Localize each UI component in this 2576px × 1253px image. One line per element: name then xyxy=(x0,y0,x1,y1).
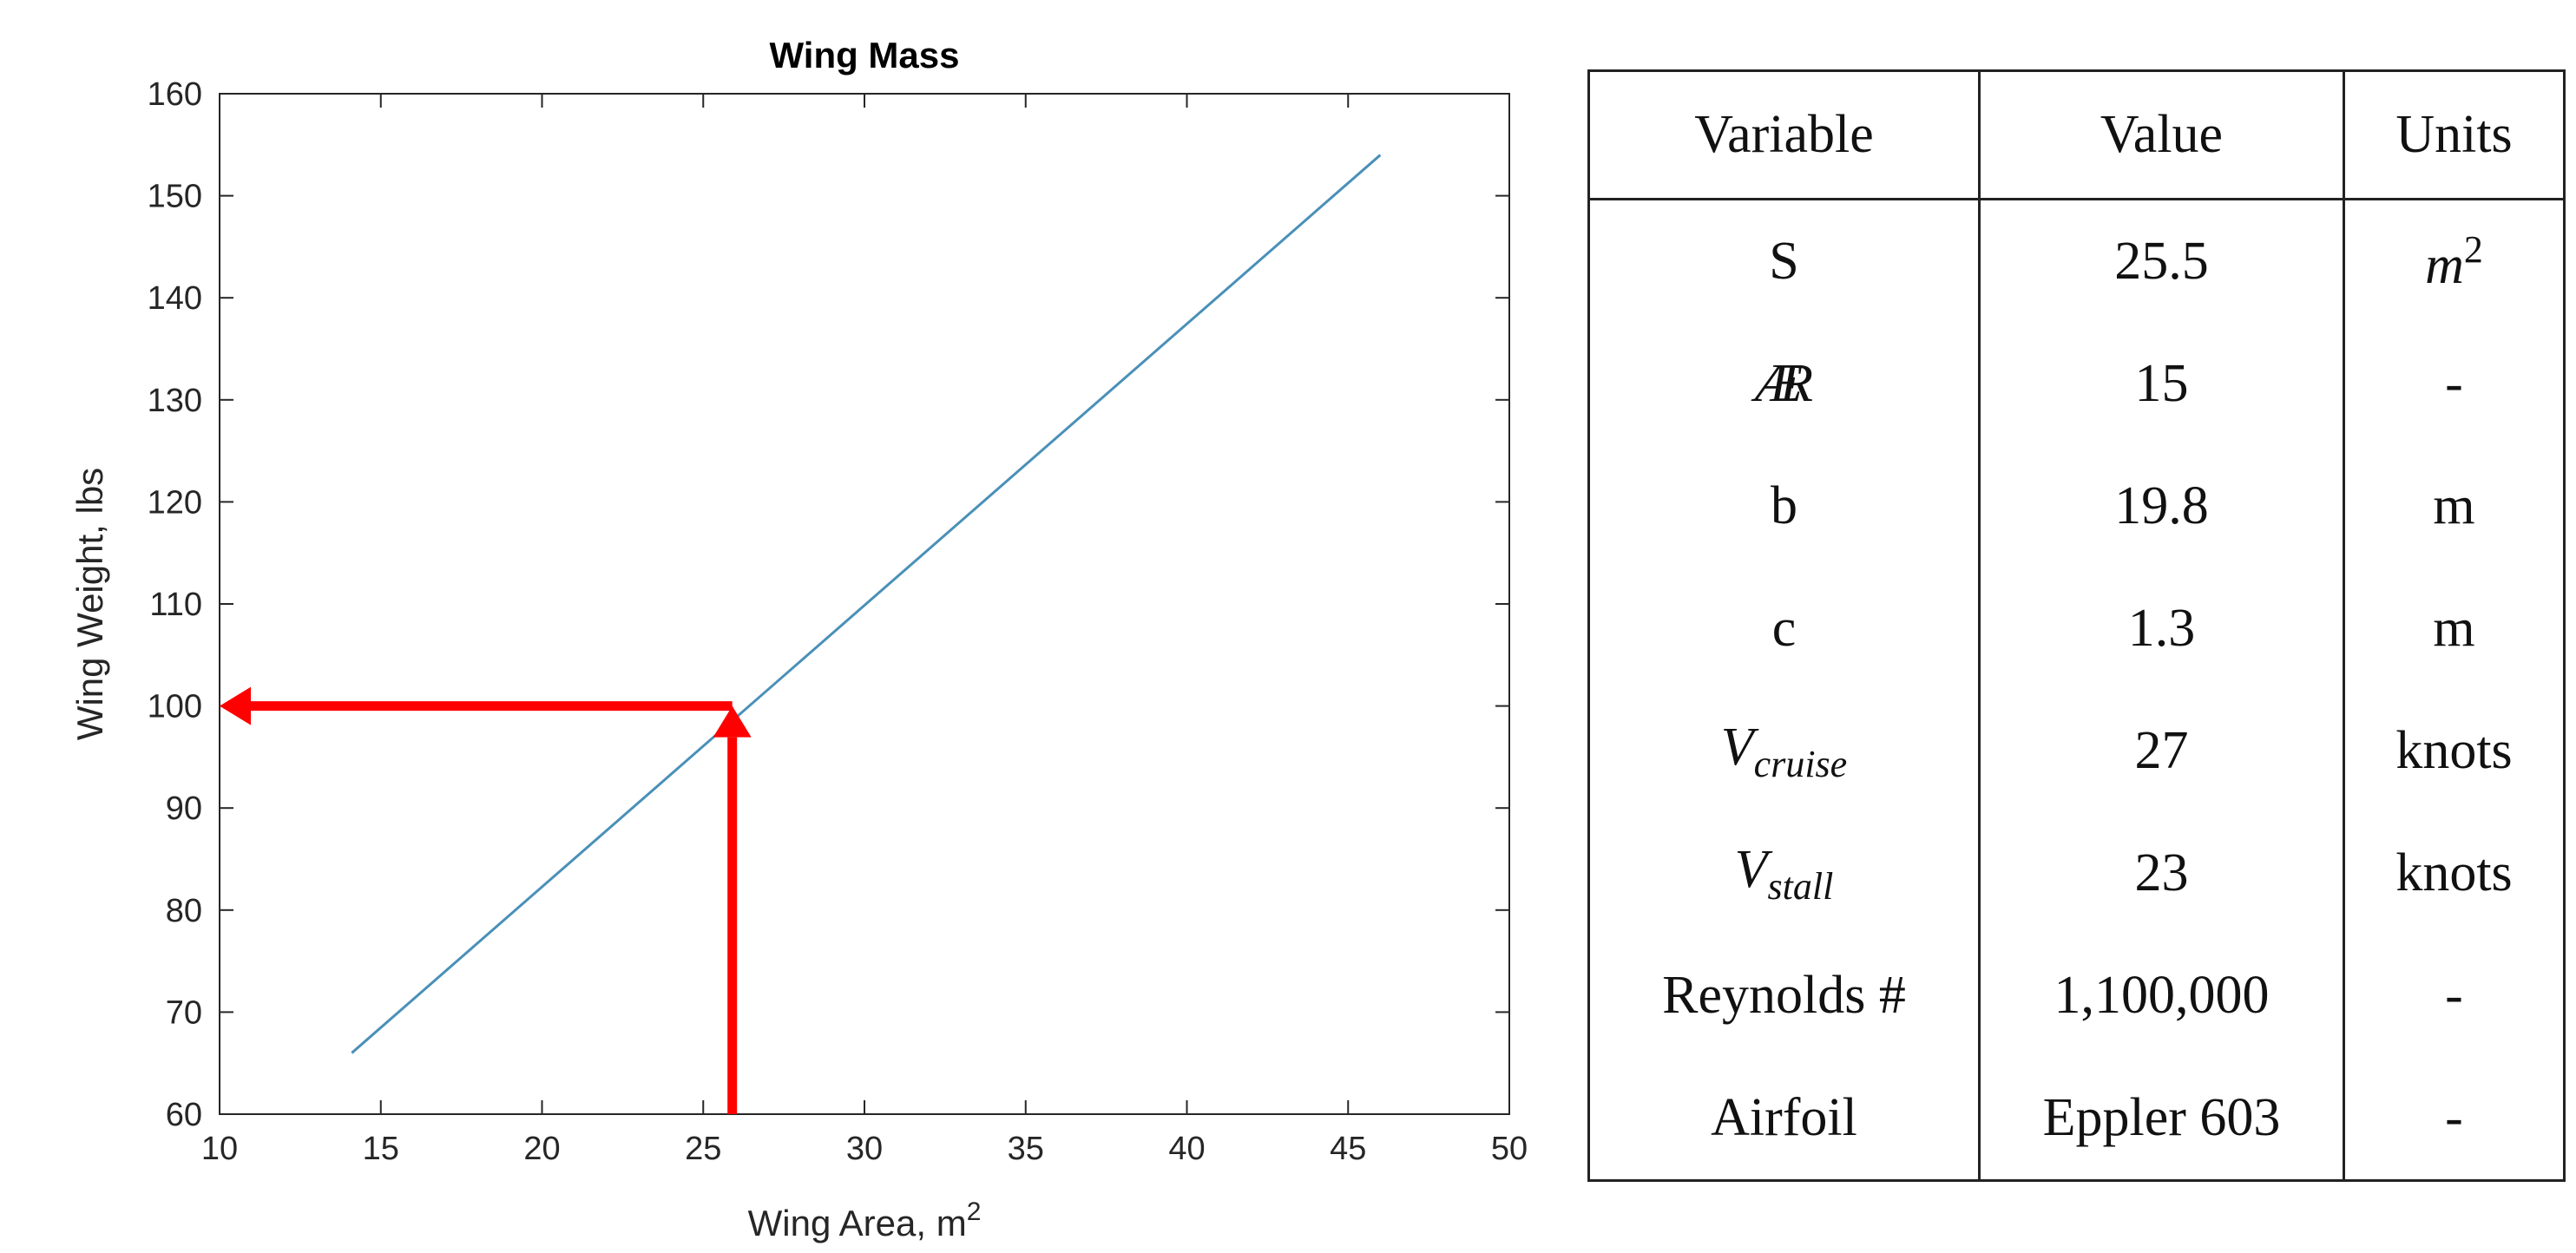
variable-math: Vstall xyxy=(1734,839,1834,908)
cell-units: m2 xyxy=(2344,200,2565,324)
variable-subscript: cruise xyxy=(1753,742,1848,785)
cell-units: - xyxy=(2445,354,2463,413)
table-row: Vcruise 27 knots xyxy=(1588,690,2565,812)
header-variable: Variable xyxy=(1588,70,1981,200)
y-tick-label: 70 xyxy=(166,994,202,1031)
x-axis-label-superscript: 2 xyxy=(967,1197,982,1226)
cell-variable: Airfoil xyxy=(1588,1057,1981,1181)
y-tick-label: 140 xyxy=(148,280,202,317)
y-tick-label: 150 xyxy=(148,179,202,215)
x-tick-label: 10 xyxy=(201,1131,238,1167)
cell-value: Eppler 603 xyxy=(1979,1057,2345,1181)
y-tick-label: 100 xyxy=(148,689,202,725)
units-math: m2 xyxy=(2425,228,2483,295)
chart-title: Wing Mass xyxy=(770,35,960,75)
table-row: b 19.8 m xyxy=(1588,445,2565,567)
cell-variable: Reynolds # xyxy=(1588,935,1981,1057)
variable-text: Æ xyxy=(1754,354,1804,413)
table-row: Vstall 23 knots xyxy=(1588,812,2565,935)
series-layer xyxy=(351,154,1382,1054)
cell-units: knots xyxy=(2395,721,2513,780)
table-row: c 1.3 m xyxy=(1588,567,2565,690)
table-row: Airfoil Eppler 603 - xyxy=(1588,1057,2565,1181)
y-axis-label: Wing Weight, lbs xyxy=(69,468,110,740)
cell-variable: S xyxy=(1588,199,1981,323)
tick-labels: 10 15 20 25 30 35 40 45 50 60 70 80 90 100 110 120 130 14… xyxy=(148,76,1528,1167)
x-tick-label: 45 xyxy=(1330,1131,1366,1167)
x-tick-label: 35 xyxy=(1008,1131,1044,1167)
y-tick-label: 80 xyxy=(166,893,202,929)
units-superscript: 2 xyxy=(2463,227,2483,271)
cell-variable: c xyxy=(1588,567,1981,690)
cell-variable: Vcruise xyxy=(1588,690,1981,812)
table-header-row: Variable Value Units xyxy=(1588,70,2565,200)
wing-mass-chart: Wing Mass 10 15 20 25 30 35 40 45 50607080901001… xyxy=(69,35,1528,1243)
cell-value: 27 xyxy=(1979,690,2345,812)
x-axis-label: Wing Area, m2 xyxy=(748,1197,982,1243)
x-tick-label: 20 xyxy=(523,1131,560,1167)
table-row: ÆR 15 - xyxy=(1588,323,2565,445)
cell-value: 15 xyxy=(1979,323,2345,445)
cell-units: - xyxy=(2445,1088,2463,1147)
y-tick-label: 60 xyxy=(166,1097,202,1133)
y-tick-label: 110 xyxy=(149,587,202,623)
horizontal-arrow-head xyxy=(220,686,251,725)
header-value: Value xyxy=(1979,70,2345,200)
units-text: m xyxy=(2425,235,2464,295)
cell-units: m xyxy=(2433,599,2475,658)
variable-tail: R xyxy=(1780,354,1813,413)
cell-value: 19.8 xyxy=(1979,445,2345,567)
annotation-arrows xyxy=(220,686,752,1114)
variable-text: V xyxy=(1720,717,1754,777)
vertical-arrow-head xyxy=(713,705,752,738)
cell-variable: ÆR xyxy=(1588,323,1981,445)
x-tick-label: 50 xyxy=(1491,1131,1528,1167)
y-tick-label: 120 xyxy=(148,484,202,521)
cell-units: m xyxy=(2433,476,2475,535)
x-tick-label: 15 xyxy=(363,1131,399,1167)
variable-math: Vcruise xyxy=(1720,717,1847,785)
cell-units: knots xyxy=(2395,843,2513,902)
variable-subscript: stall xyxy=(1767,864,1834,908)
aspect-ratio-symbol: ÆR xyxy=(1755,354,1813,413)
x-tick-label: 30 xyxy=(846,1131,883,1167)
axis-ticks xyxy=(219,93,1510,1115)
table-row: S 25.5 m2 xyxy=(1588,199,2565,324)
x-axis-label-text: Wing Area, m xyxy=(748,1203,967,1243)
x-tick-label: 40 xyxy=(1168,1131,1205,1167)
cell-units: - xyxy=(2445,966,2463,1025)
series-line xyxy=(351,154,1382,1054)
variable-text: S xyxy=(1769,232,1799,291)
x-tick-label: 25 xyxy=(685,1131,721,1167)
table-row: Reynolds # 1,100,000 - xyxy=(1588,935,2565,1057)
cell-value: 1,100,000 xyxy=(1979,935,2345,1057)
cell-value: 23 xyxy=(1979,812,2345,935)
cell-value: 1.3 xyxy=(1979,567,2345,690)
header-units: Units xyxy=(2343,70,2565,200)
y-tick-label: 160 xyxy=(148,76,202,113)
cell-variable: Vstall xyxy=(1588,812,1981,935)
y-tick-label: 130 xyxy=(148,383,202,419)
parameter-table: Variable Value Units S 25.5 m2 ÆR 15 - b… xyxy=(1587,69,2566,1182)
variable-text: V xyxy=(1734,839,1768,899)
y-tick-label: 90 xyxy=(166,791,202,827)
cell-variable: b xyxy=(1588,445,1981,567)
cell-value: 25.5 xyxy=(1979,199,2345,323)
